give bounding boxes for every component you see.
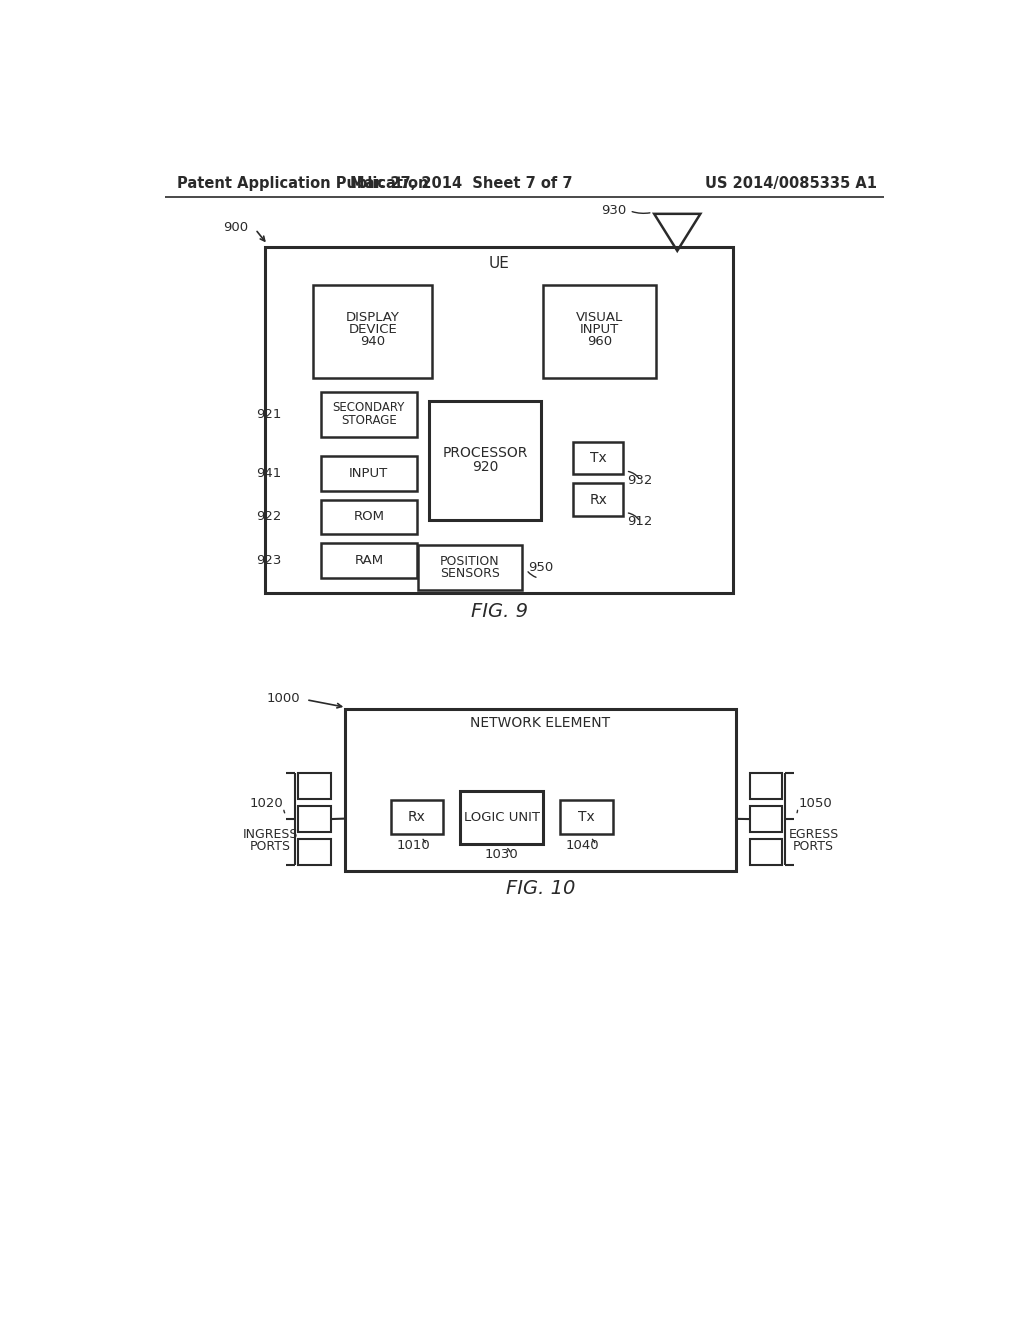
Text: FIG. 10: FIG. 10 [506,879,574,898]
Text: 1010: 1010 [396,838,430,851]
Text: Tx: Tx [578,810,595,824]
Text: RAM: RAM [354,554,383,568]
Text: SECONDARY: SECONDARY [333,401,406,414]
Text: INPUT: INPUT [580,323,620,335]
Text: 923: 923 [256,554,282,568]
Text: Mar. 27, 2014  Sheet 7 of 7: Mar. 27, 2014 Sheet 7 of 7 [350,176,572,190]
Text: Patent Application Publication: Patent Application Publication [177,176,428,190]
Text: 1050: 1050 [798,797,831,810]
Bar [321,499,417,535]
Text: Rx: Rx [590,492,607,507]
Text: 930: 930 [601,205,627,218]
Text: EGRESS: EGRESS [788,828,839,841]
Text: NETWORK ELEMENT: NETWORK ELEMENT [470,715,610,730]
Text: 1020: 1020 [249,797,283,810]
Bar [391,800,443,834]
Bar [750,774,782,799]
Text: STORAGE: STORAGE [341,413,396,426]
Bar [573,442,624,474]
Text: 912: 912 [628,515,652,528]
Text: PORTS: PORTS [793,840,835,853]
Text: US 2014/0085335 A1: US 2014/0085335 A1 [706,176,878,190]
Bar [560,800,612,834]
Text: 921: 921 [256,408,282,421]
Bar [418,545,521,590]
Text: PROCESSOR: PROCESSOR [442,446,527,459]
Bar [750,807,782,832]
Text: 922: 922 [256,511,282,523]
Bar [429,401,541,520]
Text: 960: 960 [587,335,612,348]
Text: 920: 920 [472,459,499,474]
Text: PORTS: PORTS [250,840,291,853]
Bar [460,792,544,843]
Text: DISPLAY: DISPLAY [346,312,399,325]
Text: 1030: 1030 [484,847,518,861]
Text: FIG. 9: FIG. 9 [471,602,528,620]
Text: ROM: ROM [353,511,384,523]
Bar [573,483,624,516]
Text: VISUAL: VISUAL [575,312,624,325]
Text: 932: 932 [628,474,652,487]
Bar [298,840,331,865]
Text: 941: 941 [256,467,282,480]
Text: Rx: Rx [408,810,426,824]
Text: 940: 940 [360,335,385,348]
Bar [321,392,417,437]
Text: 1040: 1040 [565,838,599,851]
Bar [313,285,432,378]
Text: UE: UE [488,256,510,272]
Bar [345,709,736,871]
Text: 900: 900 [223,222,249,234]
Bar [298,774,331,799]
Bar [750,840,782,865]
Bar [321,544,417,578]
Text: SENSORS: SENSORS [439,566,500,579]
Bar [543,285,656,378]
Text: DEVICE: DEVICE [348,323,397,335]
Text: 950: 950 [528,561,553,574]
Bar [298,807,331,832]
Text: INPUT: INPUT [349,467,388,480]
Bar [321,457,417,491]
Text: 1000: 1000 [266,693,300,705]
Text: LOGIC UNIT: LOGIC UNIT [464,810,540,824]
Text: POSITION: POSITION [440,554,500,568]
Bar [265,247,733,594]
Text: INGRESS: INGRESS [243,828,298,841]
Text: Tx: Tx [590,451,606,465]
